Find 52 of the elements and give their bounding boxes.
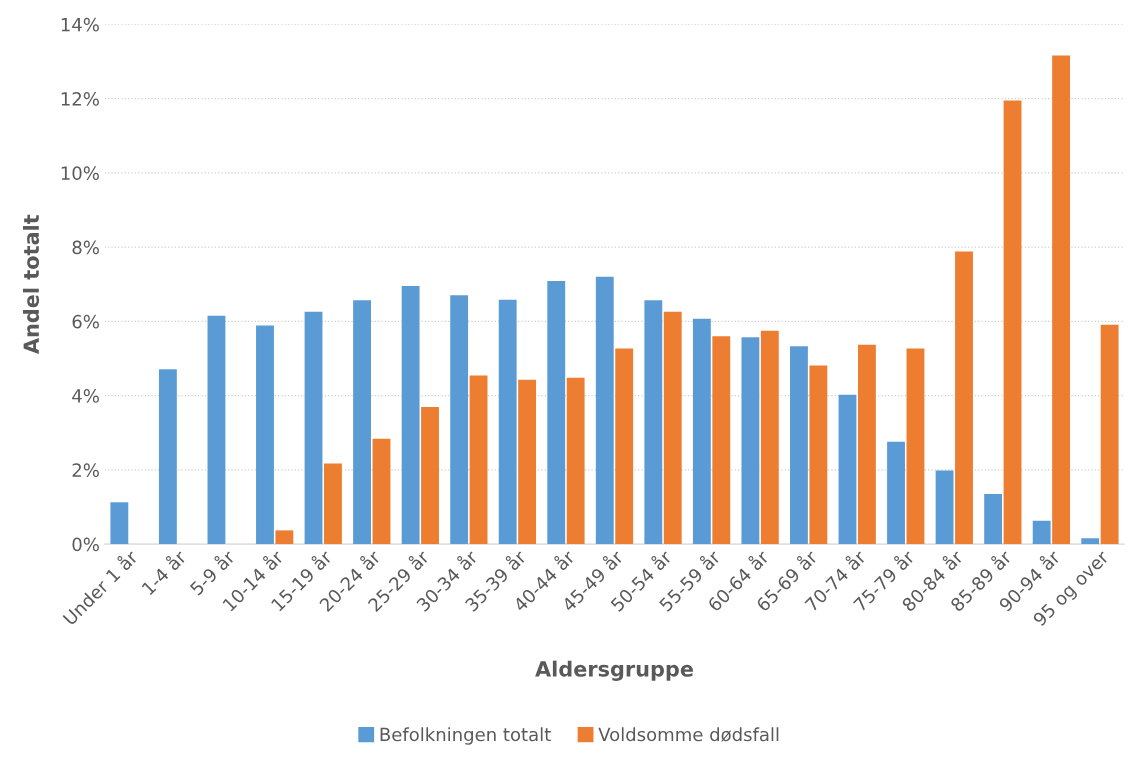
y-tick-label: 12% [61,92,99,106]
x-tick-label: 1-4 år [139,547,188,596]
y-tick-label: 8% [72,240,99,255]
y-tick-label: 4% [72,389,99,403]
bar [712,336,731,545]
bar [595,276,614,545]
bar [1032,520,1051,545]
bar [353,300,371,545]
y-tick-label: 2% [72,463,99,477]
y-tick-label: 0% [72,537,99,552]
bar [692,318,711,545]
bar [1100,324,1119,545]
bar [838,394,857,545]
bar [760,330,779,545]
bar [1052,55,1071,545]
y-axis-title: Andel totalt [22,214,40,355]
bar [158,369,177,545]
y-tick-label: 10% [61,166,99,180]
bar [906,348,925,545]
x-axis-title: Aldersgruppe [535,660,693,681]
bar [324,463,342,545]
bar [1003,100,1022,545]
bar [110,502,129,545]
bar [663,311,682,545]
bar [790,346,808,545]
bar [566,377,585,545]
y-tick-label: 14% [61,17,99,32]
bar [207,315,226,545]
bar [857,344,876,545]
bar [984,494,1003,545]
y-tick-label: 6% [72,314,99,329]
bar [955,251,973,545]
bar [372,438,391,545]
bar [1081,538,1100,545]
bar [421,407,439,545]
legend-label: Befolkningen totalt [380,727,551,745]
bar [935,470,954,545]
bar [644,300,663,545]
bar [809,365,828,545]
bar [275,530,294,545]
bar [401,286,420,545]
bar [547,280,566,545]
bar [304,311,323,545]
legend-label: Voldsomme dødsfall [598,727,779,742]
bar [450,295,469,545]
bar [469,375,488,545]
bar [518,379,537,545]
bar [741,337,760,545]
bar [256,325,274,545]
bar [615,348,634,545]
bar [887,441,905,545]
bar [498,299,517,545]
